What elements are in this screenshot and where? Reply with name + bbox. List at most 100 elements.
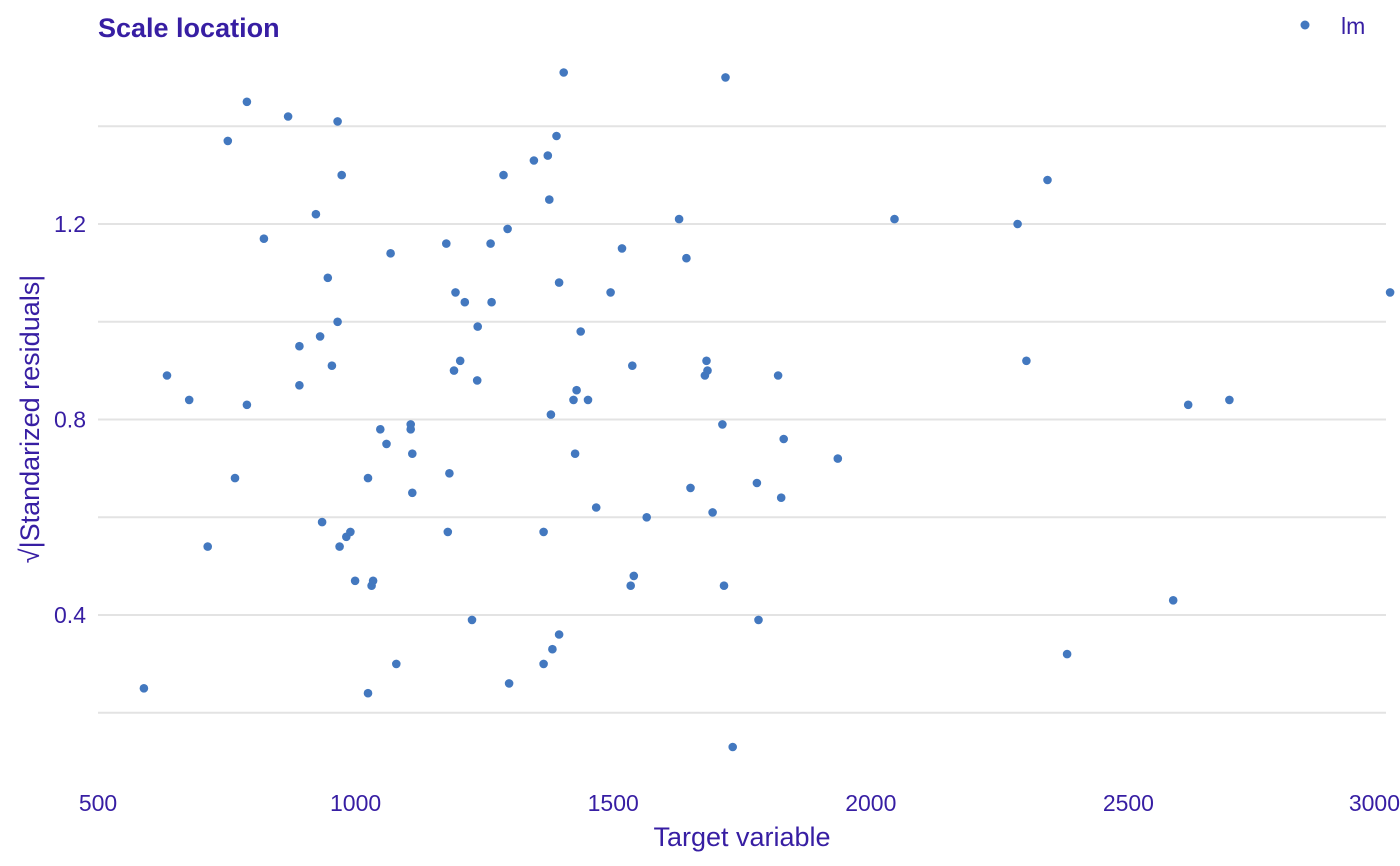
chart-title: Scale location — [98, 13, 280, 43]
data-point — [559, 68, 568, 77]
x-axis-title: Target variable — [653, 822, 830, 852]
data-point — [583, 395, 593, 405]
data-point — [529, 156, 539, 165]
data-point — [626, 581, 635, 590]
y-tick-label: 0.4 — [54, 602, 86, 628]
data-point — [346, 527, 355, 537]
data-point — [203, 542, 212, 551]
data-point — [1183, 400, 1193, 410]
x-tick-label: 500 — [79, 790, 117, 816]
y-tick-label: 1.2 — [54, 211, 86, 237]
data-point — [1168, 596, 1178, 605]
data-point — [363, 473, 373, 483]
data-point — [376, 425, 385, 434]
data-point — [408, 449, 417, 459]
data-point — [1385, 288, 1395, 297]
data-point — [552, 131, 561, 141]
data-point — [337, 170, 347, 180]
data-point — [682, 253, 691, 263]
x-tick-label: 2500 — [1103, 790, 1154, 816]
data-point — [406, 425, 416, 434]
data-point — [451, 288, 460, 297]
data-point — [333, 117, 342, 126]
data-point — [363, 688, 373, 698]
data-point — [442, 239, 451, 248]
y-tick-label: 0.8 — [54, 407, 86, 433]
data-point — [617, 244, 627, 253]
data-point — [728, 742, 737, 752]
data-point — [721, 73, 730, 82]
data-point — [548, 644, 557, 654]
legend-label-lm: lm — [1341, 13, 1365, 39]
data-point — [486, 239, 495, 248]
data-point — [754, 615, 763, 625]
data-point — [776, 493, 786, 503]
data-point — [408, 488, 417, 498]
data-point — [1013, 219, 1022, 229]
data-point — [295, 381, 304, 390]
data-point — [382, 439, 391, 449]
data-point — [242, 97, 252, 107]
data-point — [472, 376, 482, 385]
data-point — [752, 478, 762, 488]
legend: lm — [1300, 13, 1365, 39]
data-point — [833, 454, 843, 463]
data-point — [283, 112, 293, 121]
data-point — [570, 449, 580, 459]
data-point — [467, 615, 477, 625]
data-point — [230, 473, 240, 483]
data-point — [162, 371, 172, 380]
data-point — [686, 483, 695, 493]
data-point — [703, 366, 712, 375]
data-point — [368, 576, 378, 586]
data-point — [449, 366, 459, 375]
data-point — [1043, 175, 1052, 185]
data-point — [779, 434, 788, 444]
x-tick-label: 1000 — [330, 790, 381, 816]
data-point — [503, 224, 512, 234]
data-point — [315, 332, 325, 341]
data-point — [591, 503, 601, 512]
data-point — [539, 527, 548, 537]
data-point — [554, 278, 564, 287]
data-point — [629, 571, 639, 581]
data-point — [455, 356, 465, 366]
data-point — [392, 659, 401, 669]
data-point — [718, 420, 727, 429]
data-point — [554, 630, 564, 639]
data-point — [1062, 649, 1072, 659]
data-point — [317, 517, 327, 527]
data-point — [642, 513, 651, 522]
data-point — [546, 410, 556, 419]
data-point — [499, 170, 508, 180]
data-point — [445, 469, 454, 478]
data-point — [606, 288, 615, 297]
data-point — [139, 684, 149, 693]
data-point — [259, 234, 269, 243]
data-points — [139, 68, 1395, 752]
data-point — [628, 361, 637, 371]
data-point — [350, 576, 360, 586]
legend-marker-lm — [1300, 20, 1310, 30]
data-point — [674, 214, 684, 224]
data-point — [1225, 395, 1234, 405]
data-point — [223, 136, 233, 146]
data-point — [504, 679, 514, 688]
x-tick-label: 2000 — [845, 790, 896, 816]
data-point — [569, 395, 578, 405]
data-point — [1022, 356, 1031, 366]
data-point — [473, 322, 483, 331]
data-point — [323, 273, 333, 283]
data-point — [460, 297, 470, 307]
data-point — [543, 151, 553, 160]
data-point — [773, 371, 783, 380]
data-point — [443, 527, 453, 537]
gridlines — [98, 125, 1386, 714]
data-point — [295, 341, 304, 351]
data-point — [576, 327, 585, 336]
x-tick-label: 1500 — [588, 790, 639, 816]
data-point — [327, 361, 337, 371]
data-point — [386, 249, 395, 258]
